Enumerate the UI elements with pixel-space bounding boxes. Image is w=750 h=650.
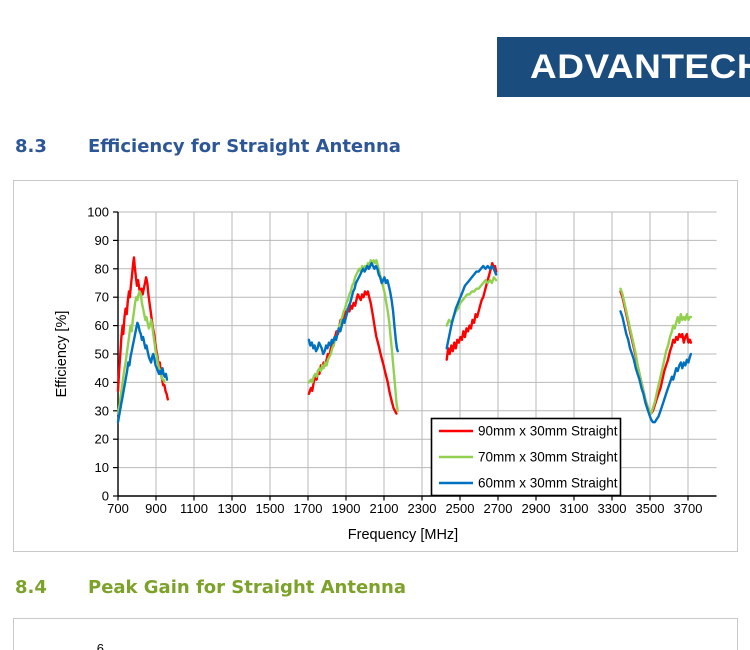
y-tick-label: 10 xyxy=(95,460,109,475)
x-tick-label: 1100 xyxy=(180,501,208,516)
x-tick-label: 700 xyxy=(107,501,129,516)
y-tick-label: 50 xyxy=(95,347,109,362)
x-tick-label: 1900 xyxy=(332,501,361,516)
x-tick-label: 2900 xyxy=(522,501,551,516)
x-tick-label: 2100 xyxy=(370,501,399,516)
legend-label: 60mm x 30mm Straight xyxy=(478,476,618,491)
section-number: 8.3 xyxy=(15,136,47,157)
section-title: Efficiency for Straight Antenna xyxy=(88,136,401,157)
peak-gain-y-tick-label: 6 xyxy=(96,641,104,650)
series-line-2 xyxy=(619,310,693,424)
series-line-1 xyxy=(116,290,166,415)
series-line-2 xyxy=(445,264,498,350)
x-axis-title: Frequency [MHz] xyxy=(348,527,458,543)
series-line-2 xyxy=(307,261,399,356)
x-tick-label: 1500 xyxy=(256,501,285,516)
series-line-1 xyxy=(307,259,399,413)
y-tick-label: 40 xyxy=(95,375,109,390)
x-tick-label: 900 xyxy=(145,501,167,516)
y-tick-label: 20 xyxy=(95,432,109,447)
y-tick-label: 0 xyxy=(102,489,109,504)
efficiency-chart-frame: 0 10 20 30 40 50 60 70 80 90 100 700 900 1100 1300 1500… xyxy=(13,180,738,552)
y-axis-title: Efficiency [%] xyxy=(54,311,70,398)
x-tick-label: 3100 xyxy=(560,501,589,516)
section-title: Peak Gain for Straight Antenna xyxy=(88,577,406,598)
x-tick-label: 2300 xyxy=(408,501,437,516)
efficiency-chart: 0 10 20 30 40 50 60 70 80 90 100 700 900 1100 1300 1500… xyxy=(54,205,717,543)
legend-label: 70mm x 30mm Straight xyxy=(478,450,618,465)
series-line-1 xyxy=(619,287,693,415)
x-tick-label: 3300 xyxy=(598,501,627,516)
y-tick-label: 80 xyxy=(95,261,109,276)
y-tick-label: 60 xyxy=(95,318,109,333)
x-tick-label: 3700 xyxy=(674,501,703,516)
section-heading-8-4: 8.4 Peak Gain for Straight Antenna xyxy=(15,577,406,598)
x-tick-label: 1300 xyxy=(218,501,247,516)
y-tick-label: 30 xyxy=(95,403,109,418)
y-tick-label: 90 xyxy=(95,233,109,248)
peak-gain-chart-frame: 6 xyxy=(13,618,738,650)
x-tick-label: 2700 xyxy=(484,501,513,516)
legend-label: 90mm x 30mm Straight xyxy=(478,424,618,439)
advantech-logo: ADVANTECH xyxy=(497,37,750,97)
series-line-2 xyxy=(116,321,169,424)
y-tick-label: 100 xyxy=(87,205,109,220)
series-line-0 xyxy=(445,261,498,361)
y-tick-label: 70 xyxy=(95,290,109,305)
section-heading-8-3: 8.3 Efficiency for Straight Antenna xyxy=(15,136,401,157)
x-tick-label: 3500 xyxy=(636,501,665,516)
section-number: 8.4 xyxy=(15,577,47,598)
x-tick-label: 1700 xyxy=(294,501,323,516)
x-tick-label: 2500 xyxy=(446,501,475,516)
advantech-logo-text: ADVANTECH xyxy=(530,47,750,86)
